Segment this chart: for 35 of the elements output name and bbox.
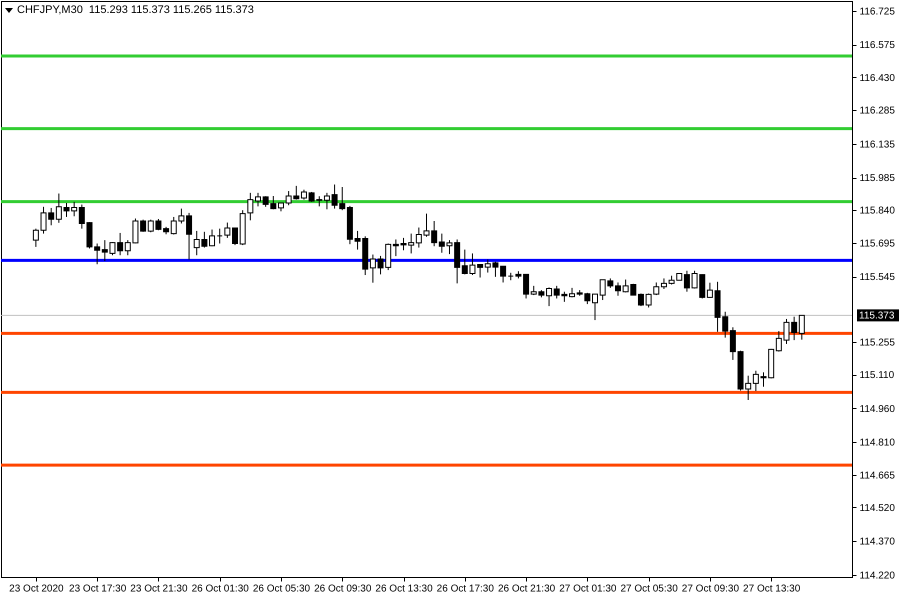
- y-tick-label: 114.960: [860, 404, 896, 415]
- x-tick-label: 23 Oct 21:30: [130, 584, 188, 594]
- x-tick-label: 26 Oct 21:30: [498, 584, 556, 594]
- x-tick-label: 27 Oct 05:30: [620, 584, 678, 594]
- ref-line-label: 115.373: [859, 310, 895, 322]
- y-tick-label: 115.695: [860, 238, 896, 250]
- y-tick-label: 115.255: [860, 337, 896, 348]
- y-tick-label: 114.810: [860, 438, 896, 449]
- x-tick-label: 26 Oct 09:30: [314, 584, 372, 594]
- x-tick-label: 26 Oct 17:30: [436, 584, 494, 594]
- x-tick-label: 26 Oct 01:30: [192, 584, 250, 594]
- y-tick-label: 116.135: [860, 139, 896, 150]
- y-tick-label: 115.840: [860, 206, 896, 217]
- y-tick-label: 116.285: [860, 105, 896, 116]
- y-tick-label: 116.430: [860, 72, 896, 84]
- y-tick-label: 115.985: [860, 173, 896, 184]
- y-tick-label: 115.110: [860, 370, 895, 382]
- y-tick-label: 114.665: [860, 470, 896, 482]
- y-tick-label: 115.545: [860, 272, 896, 284]
- candlestick: [216, 228, 223, 244]
- candlestick: [798, 314, 805, 340]
- x-tick-label: 27 Oct 09:30: [682, 584, 740, 594]
- x-tick-label: 23 Oct 17:30: [69, 584, 127, 594]
- x-tick-label: 27 Oct 01:30: [559, 584, 617, 594]
- candlestick: [194, 230, 200, 256]
- y-tick-label: 114.220: [860, 570, 896, 582]
- x-tick-label: 26 Oct 13:30: [375, 584, 434, 594]
- chart-title: CHFJPY,M30 115.293 115.373 115.265 115.373: [17, 4, 254, 16]
- x-tick-label: 27 Oct 13:30: [743, 584, 801, 594]
- y-tick-label: 114.370: [860, 536, 896, 548]
- y-tick-label: 116.725: [860, 6, 896, 18]
- y-tick-label: 116.575: [860, 40, 896, 52]
- x-tick-label: 26 Oct 05:30: [252, 584, 311, 594]
- x-tick-label: 23 Oct 2020: [9, 584, 64, 594]
- y-tick-label: 114.520: [860, 502, 896, 514]
